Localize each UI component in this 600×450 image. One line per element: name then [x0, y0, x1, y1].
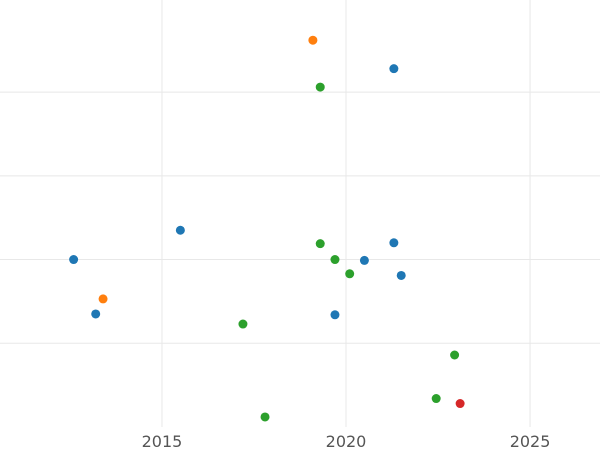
data-point [260, 412, 270, 422]
data-point [389, 238, 399, 248]
x-axis-ticks: 2015 2020 2025 [142, 432, 551, 450]
data-point [308, 35, 318, 45]
data-point [345, 269, 355, 279]
grid [0, 0, 600, 427]
data-point [359, 255, 369, 265]
data-point [98, 294, 108, 304]
data-point [330, 255, 340, 265]
data-point [330, 310, 340, 320]
data-point [455, 399, 465, 409]
x-tick-label: 2020 [326, 432, 367, 450]
data-point [431, 394, 441, 404]
data-point [238, 319, 248, 329]
data-points [69, 35, 465, 422]
data-point [315, 82, 325, 92]
data-point [175, 225, 185, 235]
x-tick-label: 2015 [142, 432, 183, 450]
data-point [69, 255, 79, 265]
data-point [389, 64, 399, 74]
data-point [450, 350, 460, 360]
data-point [91, 309, 101, 319]
data-point [315, 239, 325, 249]
x-tick-label: 2025 [510, 432, 551, 450]
data-point [396, 270, 406, 280]
